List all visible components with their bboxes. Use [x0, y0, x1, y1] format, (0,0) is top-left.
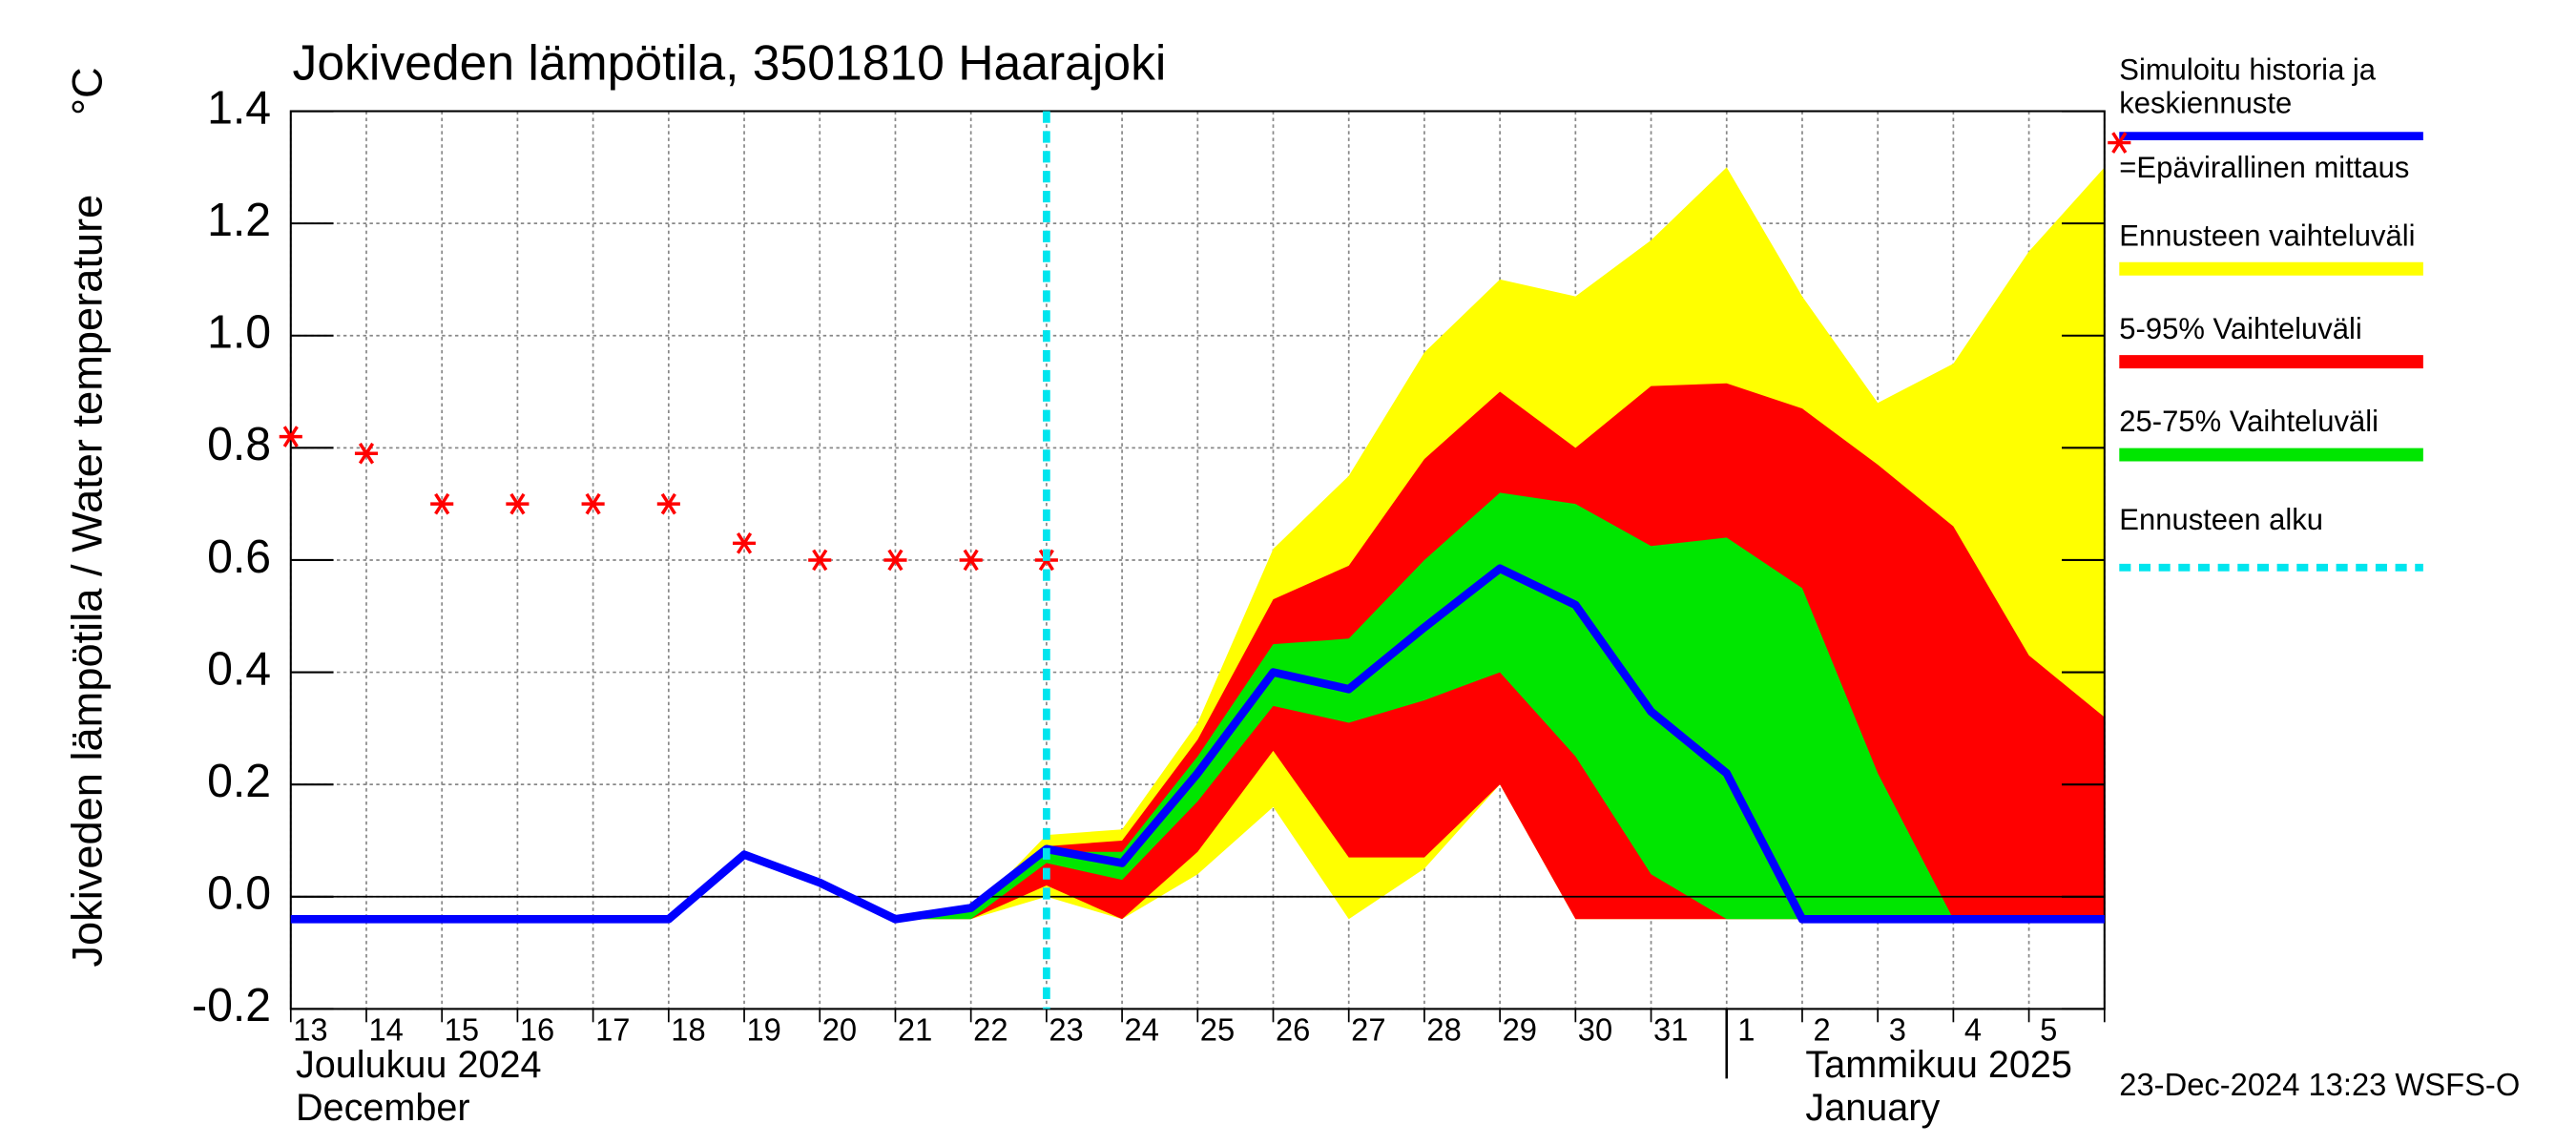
marker	[959, 549, 983, 572]
y-tick-label: 0.2	[207, 756, 271, 807]
y-tick-label: 1.4	[207, 82, 271, 134]
x-tick-label: 28	[1426, 1011, 1461, 1047]
band-area	[895, 492, 2105, 920]
month-label: Joulukuu 2024	[296, 1044, 542, 1086]
marker-stroke	[585, 492, 601, 515]
y-tick-label: 0.6	[207, 531, 271, 583]
marker	[581, 492, 605, 515]
x-tick-label: 5	[2040, 1011, 2057, 1047]
y-tick-label: 0.8	[207, 419, 271, 470]
y-unit: °C	[63, 67, 112, 115]
legend-text: Ennusteen vaihteluväli	[2119, 219, 2416, 253]
marker-stroke	[887, 549, 904, 572]
legend-text: =Epävirallinen mittaus	[2119, 151, 2410, 185]
legend-entry: 5-95% Vaihteluväli	[2119, 311, 2362, 345]
x-tick-label: 24	[1125, 1011, 1159, 1047]
y-tick-label: 1.2	[207, 195, 271, 246]
x-tick-label: 29	[1503, 1011, 1537, 1047]
x-tick-label: 13	[293, 1011, 327, 1047]
x-tick-label: 14	[368, 1011, 403, 1047]
legend-entry: =Epävirallinen mittaus	[2119, 151, 2410, 185]
marker-stroke	[812, 549, 828, 572]
x-tick-label: 15	[445, 1011, 479, 1047]
x-tick-label: 20	[822, 1011, 857, 1047]
line-series	[290, 564, 2105, 924]
x-tick-label: 30	[1578, 1011, 1612, 1047]
marker-stroke	[434, 492, 450, 515]
marker-stroke	[2111, 132, 2128, 154]
month-label: Tammikuu 2025	[1805, 1044, 2072, 1086]
legend-text: 5-95% Vaihteluväli	[2119, 311, 2362, 345]
footer: 23-Dec-2024 13:23 WSFS-O	[2119, 1067, 2520, 1102]
month-label-en: January	[1805, 1087, 1940, 1129]
marker	[430, 492, 454, 515]
marker	[279, 426, 302, 448]
x-tick-label: 23	[1049, 1011, 1083, 1047]
x-tick-label: 1	[1737, 1011, 1755, 1047]
marker	[883, 549, 907, 572]
x-tick-label: 26	[1276, 1011, 1310, 1047]
x-tick-label: 21	[898, 1011, 932, 1047]
legend-entry: Simuloitu historia ja keskiennuste	[2119, 52, 2377, 120]
y-axis-label: Jokiveden lämpötila / Water temperature	[63, 195, 112, 968]
x-tick-label: 31	[1653, 1011, 1688, 1047]
marker-stroke	[963, 549, 979, 572]
y-tick-label: 0.0	[207, 867, 271, 919]
marker	[506, 492, 530, 515]
y-tick-label: 1.0	[207, 306, 271, 358]
marker	[656, 492, 680, 515]
y-tick-label: -0.2	[192, 980, 271, 1031]
x-tick-label: 22	[973, 1011, 1008, 1047]
x-tick-label: 19	[747, 1011, 781, 1047]
marker-stroke	[736, 532, 753, 554]
x-tick-label: 17	[595, 1011, 630, 1047]
legend-entry: 25-75% Vaihteluväli	[2119, 405, 2379, 439]
legend-entry: Ennusteen alku	[2119, 502, 2323, 536]
legend-text: 25-75% Vaihteluväli	[2119, 405, 2379, 439]
y-tick-label: 0.4	[207, 643, 271, 695]
marker	[354, 442, 379, 465]
marker	[2108, 132, 2131, 154]
marker-stroke	[282, 426, 299, 448]
marker-stroke	[660, 492, 676, 515]
chart-title: Jokiveden lämpötila, 3501810 Haarajoki	[293, 35, 1167, 91]
legend-text: Simuloitu historia ja keskiennuste	[2119, 52, 2377, 120]
marker	[732, 532, 757, 554]
x-tick-label: 25	[1200, 1011, 1235, 1047]
legend-entry: Ennusteen vaihteluväli	[2119, 219, 2416, 253]
marker	[808, 549, 832, 572]
x-tick-label: 3	[1889, 1011, 1906, 1047]
legend-text: Ennusteen alku	[2119, 502, 2323, 536]
x-tick-label: 18	[671, 1011, 705, 1047]
x-tick-label: 2	[1814, 1011, 1831, 1047]
marker-stroke	[358, 442, 375, 465]
month-label-en: December	[296, 1087, 470, 1129]
x-tick-label: 27	[1351, 1011, 1385, 1047]
x-tick-label: 16	[520, 1011, 554, 1047]
x-tick-label: 4	[1964, 1011, 1982, 1047]
marker-stroke	[509, 492, 526, 515]
